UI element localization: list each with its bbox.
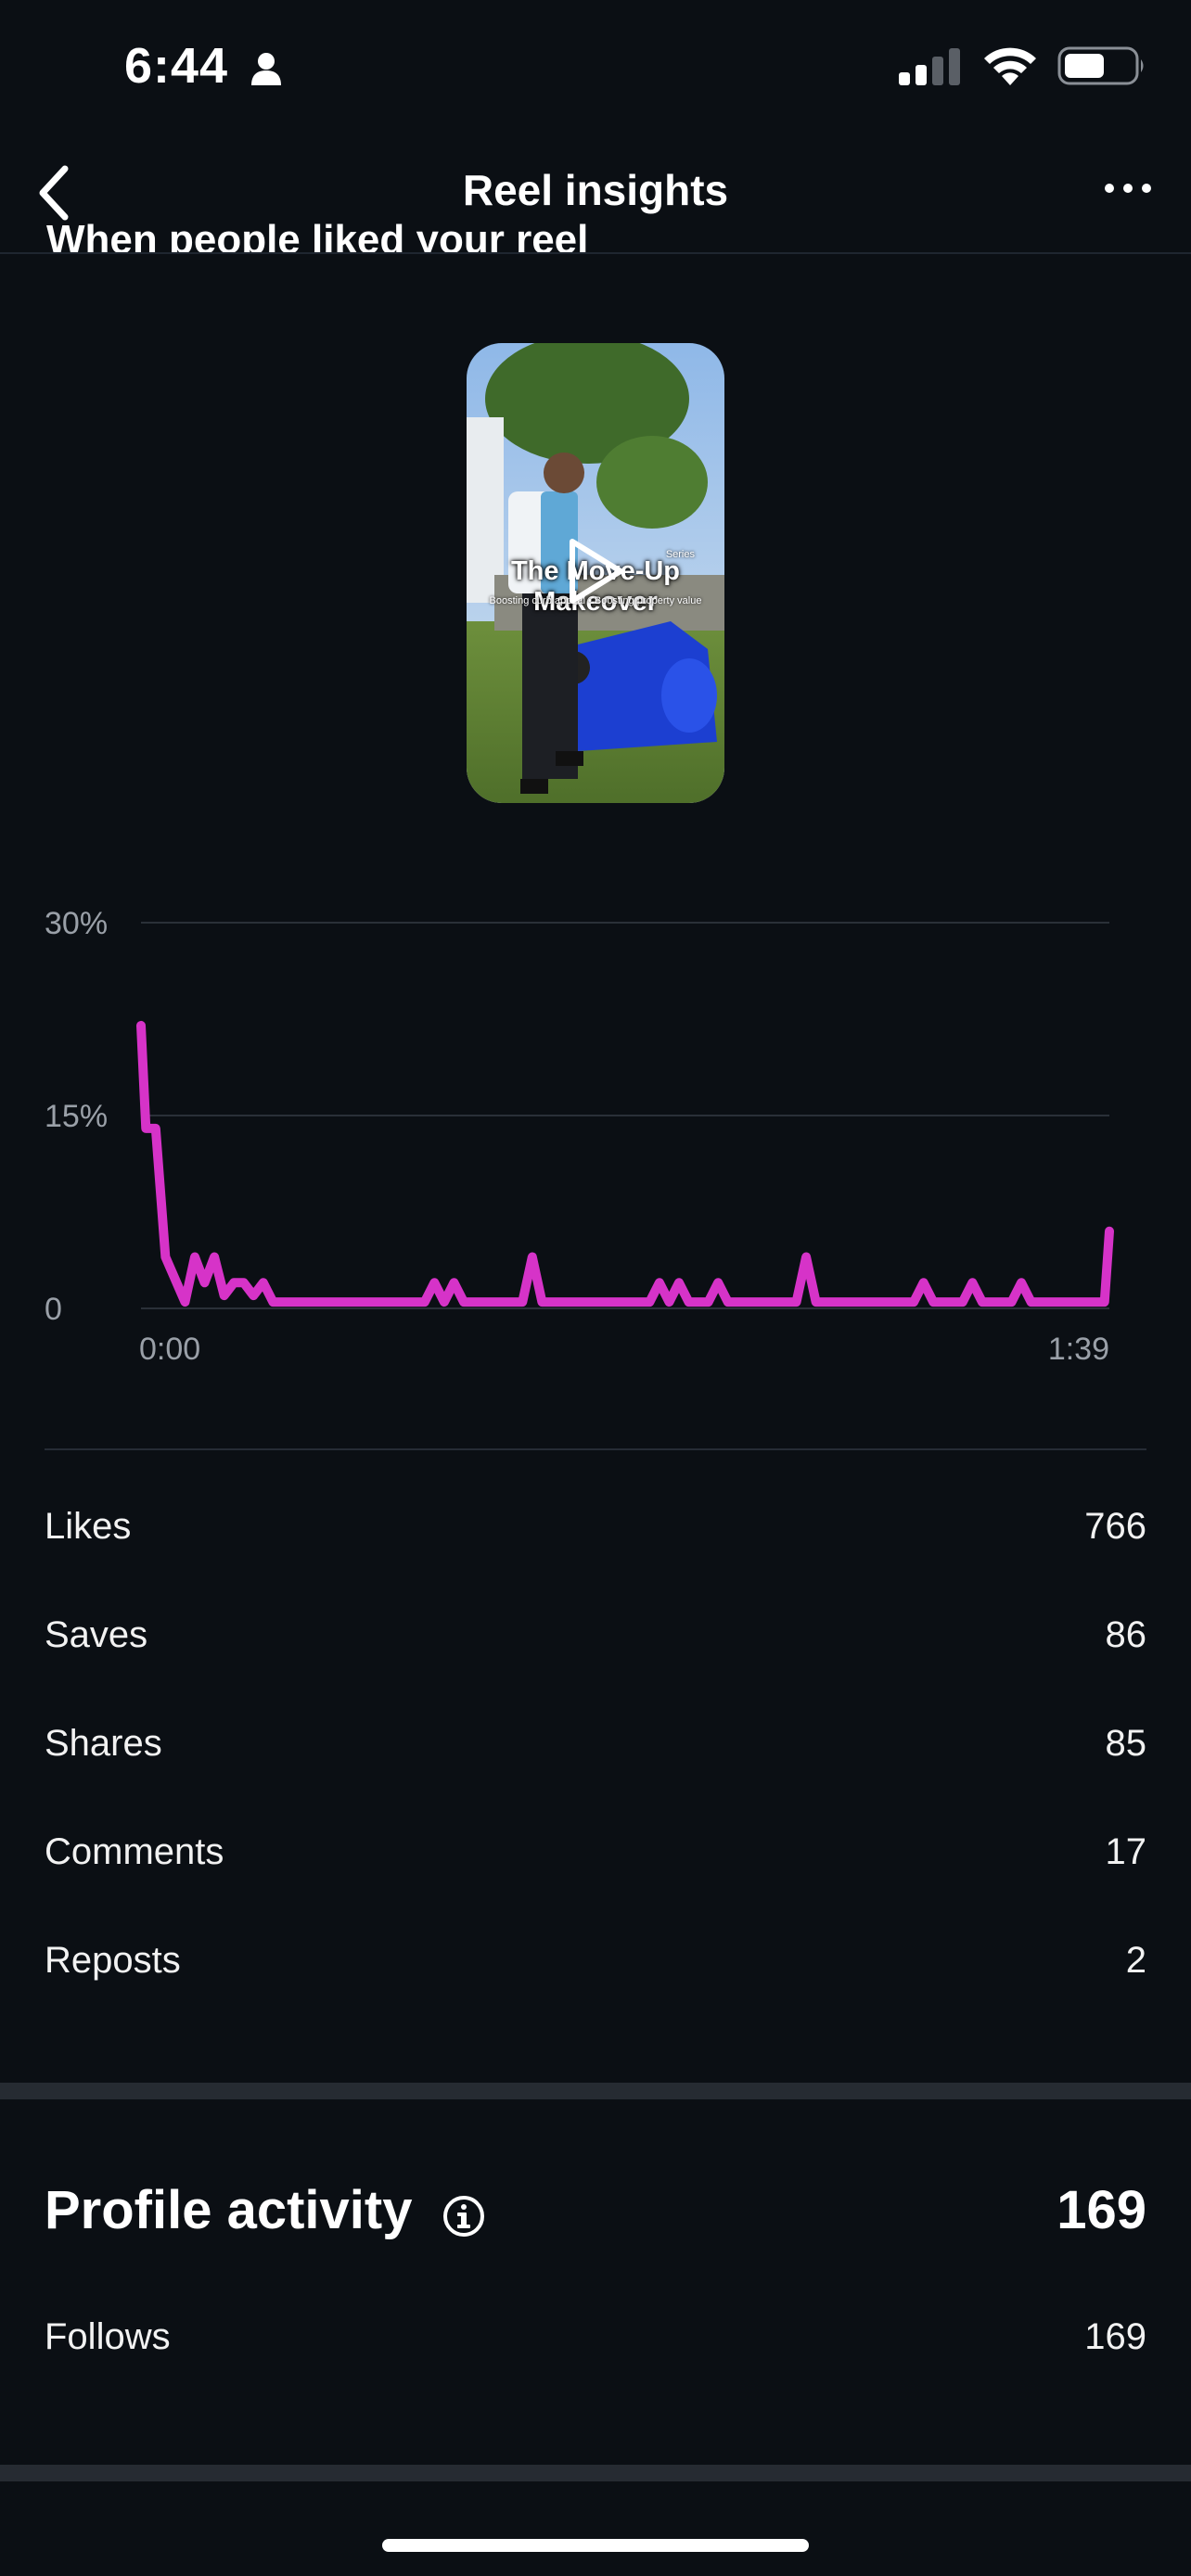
status-time: 6:44 <box>124 38 229 94</box>
section-separator <box>0 2083 1191 2099</box>
section-separator <box>0 2465 1191 2481</box>
person-icon <box>251 53 281 85</box>
stat-row-follows: Follows 169 <box>45 2316 1146 2372</box>
stat-value: 2 <box>1125 1940 1146 1981</box>
stat-value: 86 <box>1105 1614 1147 1655</box>
stat-value: 169 <box>1084 2316 1146 2357</box>
stat-row-likes: Likes 766 <box>45 1506 1146 1562</box>
stat-row-shares: Shares 85 <box>45 1723 1146 1779</box>
thumbnail-series-label: Series <box>665 549 695 560</box>
profile-activity-value: 169 <box>1057 2180 1146 2240</box>
back-chevron-icon[interactable] <box>28 156 83 230</box>
stat-label: Likes <box>45 1506 132 1547</box>
reel-thumbnail-image <box>467 343 724 803</box>
chart-y-tick-label: 0 <box>45 1292 62 1327</box>
profile-activity-title: Profile activity <box>45 2180 413 2240</box>
stat-label: Shares <box>45 1723 162 1764</box>
chart-divider <box>45 1448 1146 1450</box>
stat-row-reposts: Reposts 2 <box>45 1940 1146 1996</box>
stat-label: Reposts <box>45 1940 181 1981</box>
page-title: Reel insights <box>462 166 729 214</box>
chart-series-line <box>136 1020 1114 1307</box>
more-options-icon[interactable] <box>1100 174 1156 202</box>
home-indicator[interactable] <box>382 2539 809 2552</box>
battery-icon <box>1057 46 1144 85</box>
stat-label: Saves <box>45 1614 148 1655</box>
stat-row-comments: Comments 17 <box>45 1831 1146 1887</box>
status-indicators <box>897 45 1146 87</box>
play-icon[interactable] <box>563 534 628 608</box>
chart-x-tick-label: 0:00 <box>139 1332 200 1367</box>
thumbnail-overlay-subtitle: Boosting curb appeal • Boosting property… <box>489 595 702 606</box>
stat-label: Comments <box>45 1831 224 1872</box>
cellular-signal-icon <box>899 48 961 85</box>
stat-label: Follows <box>45 2316 171 2357</box>
chart-y-tick-label: 15% <box>45 1099 108 1134</box>
thumbnail-overlay-title: The Move-Up Makeover <box>510 556 681 617</box>
stat-row-saves: Saves 86 <box>45 1614 1146 1670</box>
info-icon[interactable] <box>442 2194 486 2238</box>
wifi-icon <box>983 47 1036 85</box>
chart-y-tick-label: 30% <box>45 906 108 941</box>
likes-over-time-chart: 30% 15% 0 0:00 1:39 <box>45 906 1114 1367</box>
stat-value: 766 <box>1084 1506 1146 1547</box>
stat-value: 17 <box>1105 1831 1147 1872</box>
section-title: When people liked your reel <box>46 217 589 252</box>
nav-divider <box>0 252 1191 254</box>
stat-value: 85 <box>1105 1723 1147 1764</box>
reel-thumbnail[interactable]: Series The Move-Up Makeover Boosting cur… <box>467 343 724 803</box>
chart-x-tick-label: 1:39 <box>1048 1332 1109 1367</box>
